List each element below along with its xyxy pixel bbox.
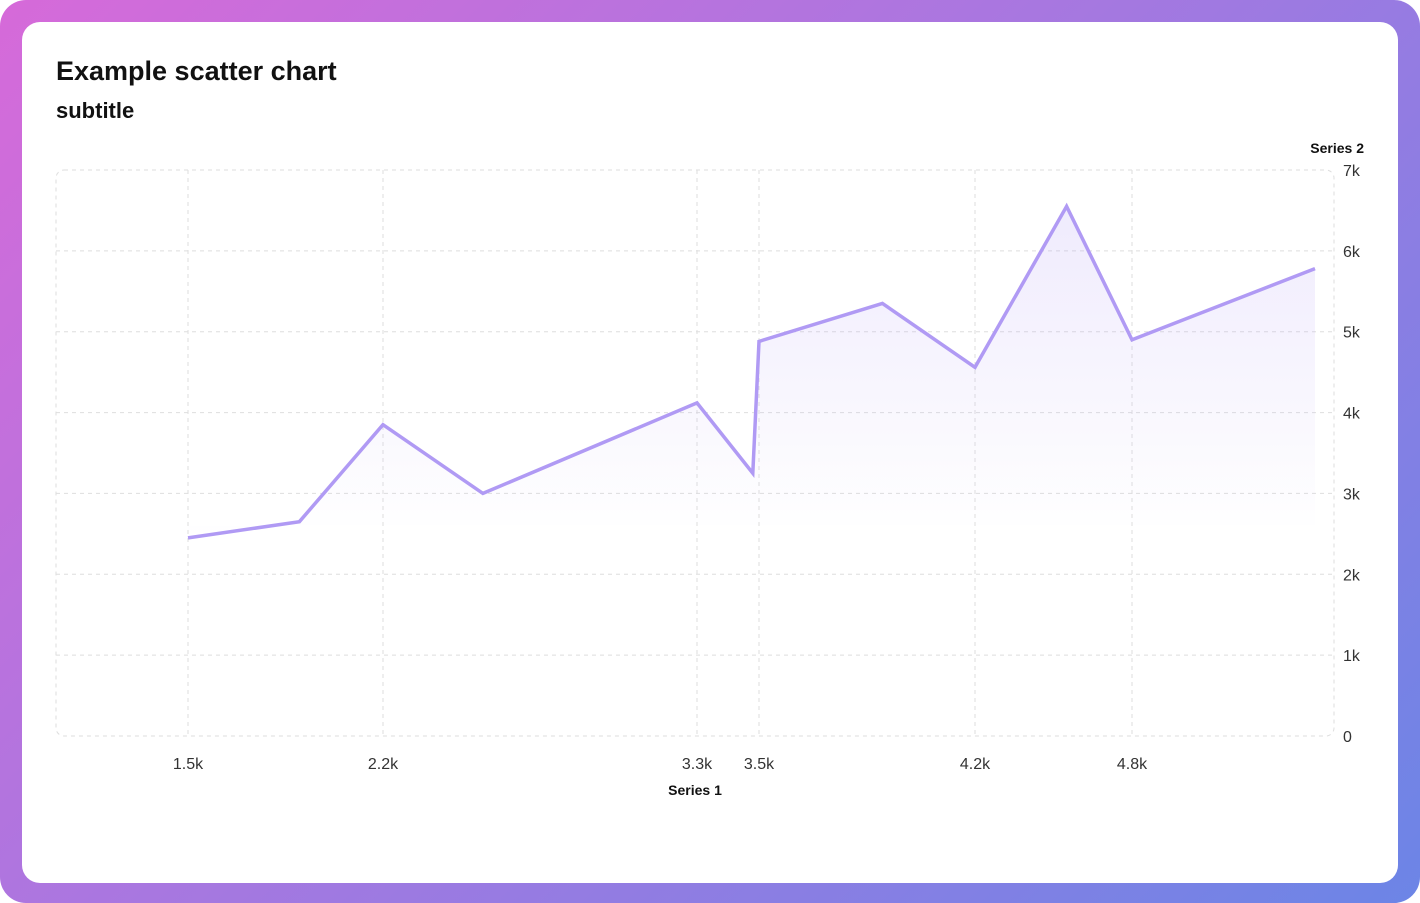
x-tick-label: 3.5k xyxy=(744,756,775,773)
y-tick-label: 1k xyxy=(1343,648,1361,665)
plot-border xyxy=(55,169,1335,737)
scatter-chart: 1.5k 2.2k 3.3k 3.5k 4.2k 4.8k 0 1k 2k 3k 4k 5k 6k 7k… xyxy=(55,140,1364,798)
chart-title: Example scatter chart xyxy=(56,56,337,86)
y-axis-title: Series 2 xyxy=(1310,140,1364,156)
y-tick-label: 2k xyxy=(1343,567,1361,584)
y-tick-label: 5k xyxy=(1343,325,1361,342)
series-line xyxy=(187,202,1316,540)
y-tick-label: 6k xyxy=(1343,244,1361,261)
chart-subtitle: subtitle xyxy=(56,98,135,123)
y-tick-label: 0 xyxy=(1343,729,1352,746)
x-tick-label: 4.2k xyxy=(960,756,991,773)
x-tick-label: 1.5k xyxy=(173,756,204,773)
x-axis-title: Series 1 xyxy=(668,782,722,798)
chart-card: Example scatter chart subtitle 1.5k 2.2k 3… xyxy=(22,22,1398,883)
x-axis-ticks: 1.5k 2.2k 3.3k 3.5k 4.2k 4.8k xyxy=(173,756,1148,773)
series-area xyxy=(188,206,1315,538)
y-tick-label: 4k xyxy=(1343,406,1361,423)
y-tick-label: 7k xyxy=(1343,163,1361,180)
x-tick-label: 3.3k xyxy=(682,756,713,773)
x-tick-label: 2.2k xyxy=(368,756,399,773)
y-tick-label: 3k xyxy=(1343,486,1361,503)
x-tick-label: 4.8k xyxy=(1117,756,1148,773)
y-axis-ticks: 0 1k 2k 3k 4k 5k 6k 7k xyxy=(1343,163,1361,746)
